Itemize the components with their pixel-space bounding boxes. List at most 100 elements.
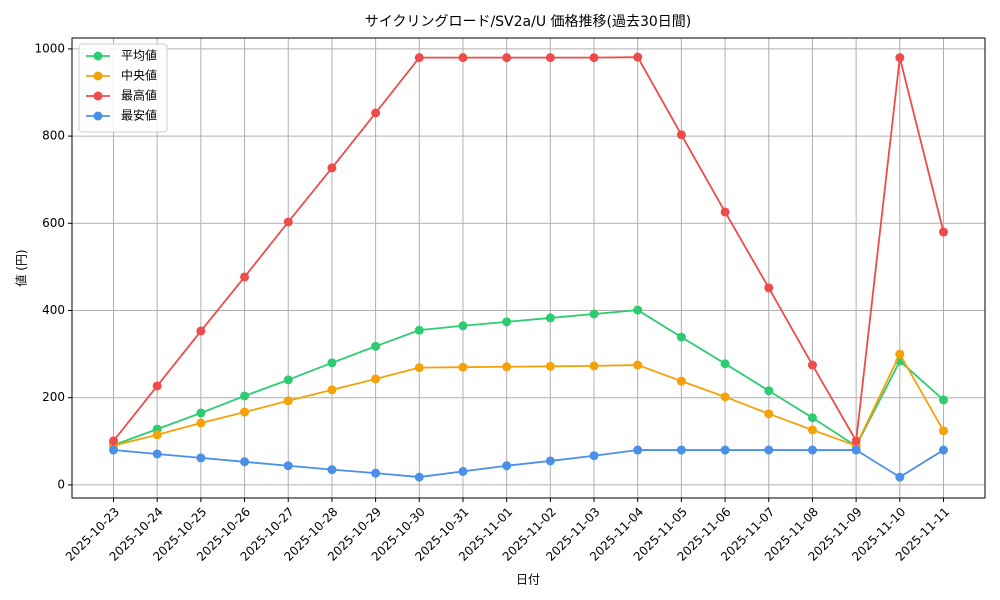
data-point <box>939 426 948 436</box>
data-point <box>414 363 424 373</box>
data-point <box>240 391 250 401</box>
data-point <box>196 418 206 428</box>
data-point <box>502 317 512 327</box>
data-point <box>545 456 555 466</box>
data-point <box>720 359 730 369</box>
data-point <box>633 360 643 370</box>
data-point <box>764 409 774 419</box>
data-point <box>414 472 424 482</box>
data-point <box>502 362 512 372</box>
y-tick-label: 0 <box>57 477 65 491</box>
data-point <box>895 53 905 63</box>
data-point <box>720 207 730 217</box>
legend-marker <box>93 111 103 121</box>
y-tick-label: 600 <box>42 216 65 230</box>
data-point <box>371 468 381 478</box>
data-point <box>633 305 643 315</box>
data-point <box>152 449 162 459</box>
data-point <box>807 425 817 435</box>
y-tick-label: 800 <box>42 129 65 143</box>
data-point <box>939 227 948 237</box>
data-point <box>720 392 730 402</box>
data-point <box>502 461 512 471</box>
data-point <box>502 53 512 63</box>
data-point <box>545 53 555 63</box>
data-point <box>240 457 250 467</box>
plot-frame <box>71 37 986 499</box>
legend-label: 最高値 <box>121 88 157 103</box>
data-point <box>458 466 468 476</box>
legend-label: 中央値 <box>121 68 157 83</box>
data-point <box>327 163 337 173</box>
y-tick-label: 400 <box>42 303 65 317</box>
legend-label: 平均値 <box>121 48 157 63</box>
data-point <box>371 108 381 118</box>
data-point <box>196 326 206 336</box>
data-point <box>807 413 817 423</box>
data-point <box>152 430 162 440</box>
legend-marker <box>93 91 103 101</box>
series-line <box>113 309 945 448</box>
data-point <box>196 408 206 418</box>
series-line <box>113 352 945 447</box>
legend-marker <box>93 51 103 61</box>
data-point <box>851 436 861 446</box>
data-point <box>458 53 468 63</box>
data-point <box>589 361 599 371</box>
data-point <box>676 332 686 342</box>
data-point <box>545 361 555 371</box>
y-tick-label: 200 <box>42 390 65 404</box>
data-point <box>764 283 774 293</box>
data-point <box>371 341 381 351</box>
data-point <box>240 272 250 282</box>
y-tick-label: 1000 <box>34 41 65 55</box>
data-point <box>895 472 905 482</box>
data-point <box>851 445 861 455</box>
data-point <box>633 52 643 62</box>
data-point <box>283 375 293 385</box>
data-point <box>545 313 555 323</box>
series-line <box>112 56 945 444</box>
data-point <box>676 445 686 455</box>
series-line <box>113 449 944 479</box>
data-point <box>283 396 293 406</box>
data-point <box>414 325 424 335</box>
legend-label: 最安値 <box>121 108 157 123</box>
x-axis-label: 日付 <box>516 573 540 587</box>
data-point <box>589 53 599 63</box>
y-axis-label: 値 (円) <box>14 249 29 286</box>
data-point <box>196 453 206 463</box>
data-point <box>589 451 599 461</box>
data-point <box>327 385 337 395</box>
data-point <box>764 445 774 455</box>
data-point <box>589 309 599 319</box>
data-point <box>414 53 424 63</box>
data-point <box>458 321 468 331</box>
data-point <box>327 358 337 368</box>
data-point <box>109 445 118 455</box>
data-point <box>109 436 118 446</box>
data-point <box>240 407 250 417</box>
data-point <box>676 130 686 140</box>
data-point <box>764 386 774 396</box>
chart-title: サイクリングロード/SV2a/U 価格推移(過去30日間) <box>365 14 692 30</box>
data-point <box>458 362 468 372</box>
data-point <box>939 445 948 455</box>
data-point <box>327 465 337 475</box>
legend-box <box>78 43 168 133</box>
data-point <box>807 445 817 455</box>
legend-marker <box>93 71 103 81</box>
data-point <box>807 360 817 370</box>
data-point <box>283 461 293 471</box>
data-point <box>720 445 730 455</box>
data-point <box>283 217 293 227</box>
data-point <box>895 349 905 359</box>
data-point <box>939 395 948 405</box>
data-point <box>676 376 686 386</box>
data-point <box>152 381 162 391</box>
data-point <box>633 445 643 455</box>
data-point <box>371 374 381 384</box>
